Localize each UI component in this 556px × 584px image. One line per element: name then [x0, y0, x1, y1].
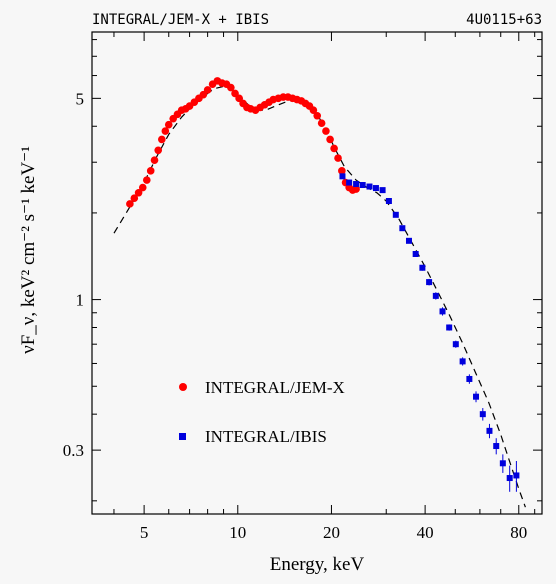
jemx-data-point [322, 127, 330, 135]
jemx-data-point [150, 156, 159, 164]
ibis-data-point [466, 375, 473, 382]
legend-jemx-marker [179, 383, 187, 391]
jemx-data-point [313, 111, 322, 120]
jemx-data-point [130, 194, 139, 202]
jemx-data-point [134, 188, 143, 197]
jemx-data-point [334, 154, 342, 162]
legend-ibis-marker [179, 433, 186, 440]
ibis-data-point [513, 472, 520, 479]
x-tick-label: 80 [510, 523, 527, 542]
ibis-data-point [359, 182, 366, 189]
header-right-source: 4U0115+63 [466, 12, 542, 28]
y-tick-label: 1 [76, 291, 85, 310]
jemx-series [126, 77, 360, 208]
jemx-data-point [317, 119, 326, 127]
ibis-data-point [366, 183, 373, 190]
jemx-data-point [138, 183, 147, 192]
jemx-data-point [326, 135, 334, 144]
jemx-data-point [330, 144, 338, 153]
jemx-data-point [154, 146, 163, 155]
ibis-data-point [412, 250, 419, 257]
ibis-data-point [432, 292, 439, 299]
jemx-data-point [352, 185, 360, 193]
ibis-data-point [499, 460, 506, 467]
plot-frame [91, 31, 543, 515]
jemx-data-point [227, 83, 235, 92]
ibis-data-point [372, 185, 379, 192]
jemx-data-point [164, 120, 173, 129]
ibis-data-point [459, 358, 466, 365]
ibis-data-point [379, 187, 386, 194]
ibis-data-point [385, 198, 392, 205]
ibis-data-point [405, 237, 412, 244]
ibis-data-point [479, 411, 486, 418]
jemx-data-point [126, 200, 134, 208]
legend-jemx-label: INTEGRAL/JEM-X [205, 378, 345, 397]
ibis-data-point [493, 443, 500, 450]
jemx-data-point [235, 94, 243, 103]
axis-ticks: 5 10 20 40 80 0.3 1 5 [63, 32, 542, 542]
x-axis-label: Energy, keV [270, 554, 365, 575]
jemx-data-point [161, 127, 170, 135]
ibis-data-point [353, 181, 360, 188]
ibis-data-point [339, 173, 346, 180]
jemx-data-point [142, 176, 151, 184]
x-tick-label: 5 [140, 523, 149, 542]
ibis-data-point [439, 308, 446, 315]
ibis-data-point [426, 279, 433, 286]
ibis-series [339, 173, 520, 492]
ibis-data-point [446, 324, 453, 331]
legend: INTEGRAL/JEM-X INTEGRAL/IBIS [179, 378, 345, 446]
jemx-data-point [338, 167, 346, 175]
y-axis-label: νF_ν, keV² cm⁻² s⁻¹ keV⁻¹ [18, 146, 39, 354]
ibis-data-point [419, 264, 426, 271]
ibis-data-point [506, 475, 513, 482]
x-tick-label: 10 [229, 523, 246, 542]
jemx-data-point [146, 167, 155, 175]
y-tick-label: 0.3 [63, 441, 84, 460]
ibis-data-point [392, 211, 399, 218]
header-left-title: INTEGRAL/JEM-X + IBIS [92, 12, 269, 28]
y-tick-label: 5 [76, 89, 85, 108]
jemx-data-point [203, 86, 212, 94]
ibis-data-point [473, 393, 480, 400]
legend-ibis-label: INTEGRAL/IBIS [205, 427, 327, 446]
ibis-data-point [346, 179, 353, 186]
x-tick-label: 20 [323, 523, 340, 542]
jemx-data-point [158, 135, 166, 144]
jemx-data-point [309, 106, 318, 114]
ibis-data-point [452, 341, 459, 348]
ibis-data-point [399, 225, 406, 232]
ibis-data-point [486, 427, 493, 434]
x-tick-label: 40 [417, 523, 434, 542]
